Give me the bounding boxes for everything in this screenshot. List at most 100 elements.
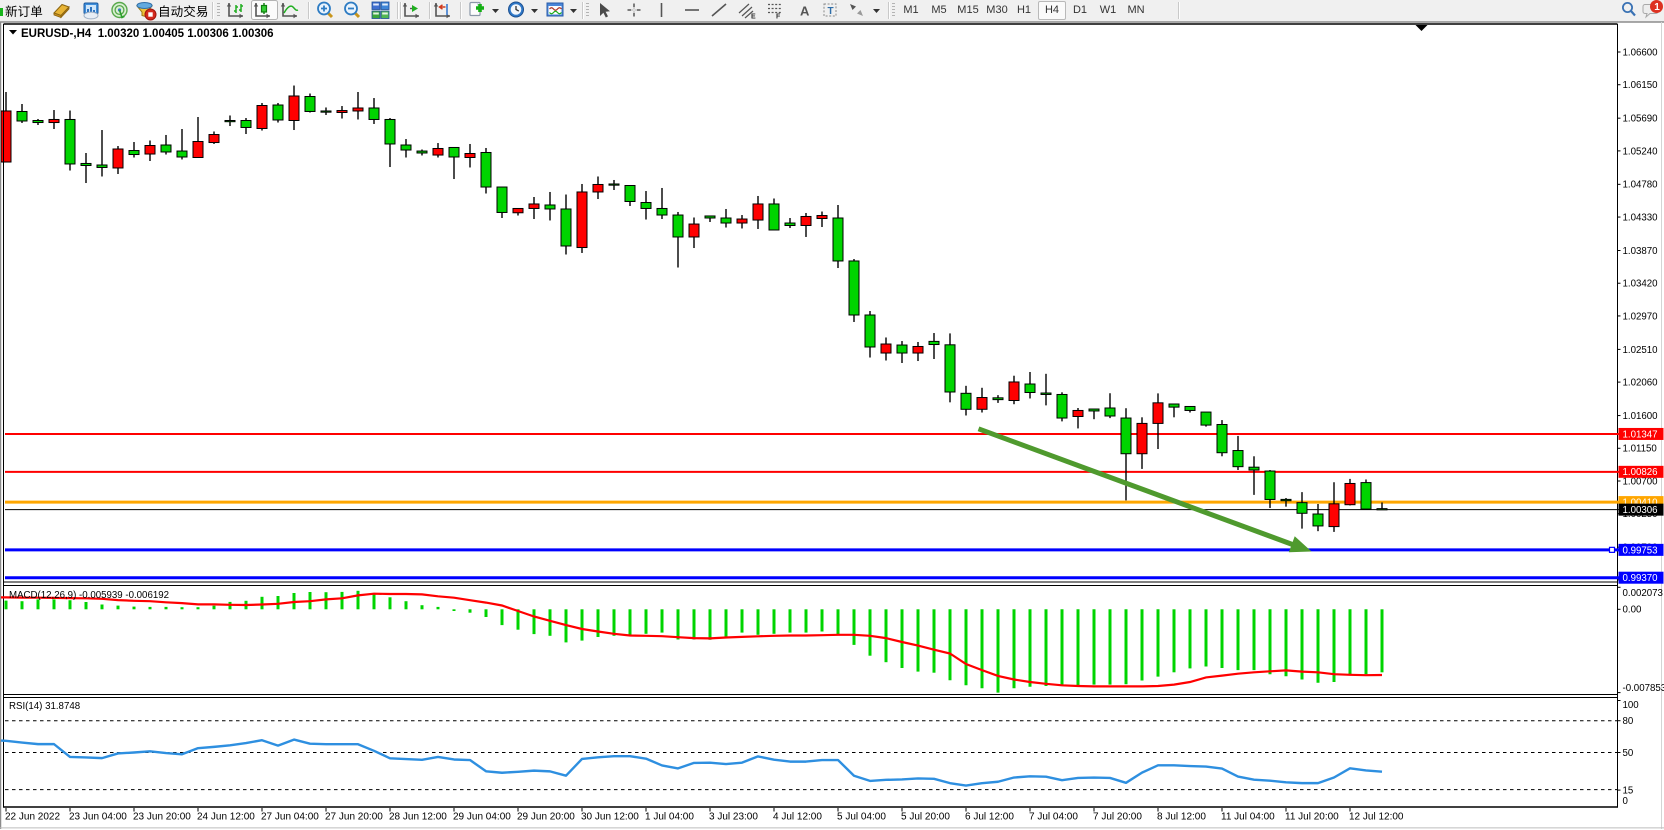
candle[interactable]: [832, 204, 844, 269]
candle-part[interactable]: [944, 344, 956, 393]
candle-part[interactable]: [864, 314, 876, 348]
signals-icon-part[interactable]: [114, 4, 125, 16]
timeframe-H1[interactable]: H1: [1016, 4, 1032, 16]
candlestick-chart-button-part[interactable]: [260, 4, 268, 13]
candle-part[interactable]: [336, 110, 348, 113]
arrows-tool-button-part[interactable]: [850, 4, 856, 10]
candle-part[interactable]: [736, 218, 748, 224]
candle-part[interactable]: [1056, 393, 1068, 419]
candle-part[interactable]: [464, 153, 476, 159]
candle[interactable]: [256, 102, 268, 131]
zoom-in-button-part[interactable]: [321, 5, 327, 12]
signals-icon-part[interactable]: [118, 9, 125, 19]
candle[interactable]: [32, 118, 44, 126]
candle[interactable]: [112, 146, 124, 175]
candle-part[interactable]: [80, 162, 92, 167]
arrows-dropdown[interactable]: [873, 9, 880, 13]
candle-part[interactable]: [1, 110, 12, 163]
chart-shift-marker[interactable]: [1415, 25, 1428, 31]
candle[interactable]: [1056, 392, 1068, 422]
candle[interactable]: [816, 211, 828, 228]
tile-windows-button-part[interactable]: [380, 10, 390, 19]
crosshair-tool-button-part[interactable]: [631, 7, 637, 13]
candlestick-chart-button[interactable]: [251, 0, 278, 20]
candle-part[interactable]: [192, 141, 204, 159]
candle[interactable]: [656, 187, 668, 220]
notifications-icon[interactable]: 1: [1642, 0, 1663, 19]
trendline-tool-button[interactable]: [711, 3, 727, 17]
candle-part[interactable]: [32, 119, 44, 124]
candle-part[interactable]: [1072, 409, 1084, 418]
candle[interactable]: [608, 179, 620, 191]
candle-part[interactable]: [480, 151, 492, 188]
candle-part[interactable]: [352, 107, 364, 112]
candle-part[interactable]: [544, 204, 556, 210]
auto-scroll-button-part[interactable]: [435, 3, 450, 17]
candle[interactable]: [624, 184, 636, 207]
candle[interactable]: [1280, 498, 1292, 507]
candle-part[interactable]: [992, 397, 1004, 401]
signals-icon[interactable]: [111, 1, 128, 19]
candle-part[interactable]: [1232, 450, 1244, 468]
candle[interactable]: [1184, 405, 1196, 413]
candle[interactable]: [1024, 372, 1036, 399]
tile-windows-button-part[interactable]: [380, 1, 390, 10]
arrows-tool-button-part[interactable]: [857, 10, 863, 16]
search-icon[interactable]: [1622, 2, 1636, 17]
candle-part[interactable]: [16, 110, 28, 122]
candle[interactable]: [48, 110, 60, 130]
candle-part[interactable]: [1280, 498, 1292, 502]
candle[interactable]: [1328, 482, 1340, 532]
candle[interactable]: [1, 91, 12, 163]
candle[interactable]: [736, 215, 748, 229]
candle[interactable]: [800, 212, 812, 237]
candle-part[interactable]: [160, 144, 172, 153]
candle-part[interactable]: [1344, 482, 1356, 506]
candle-part[interactable]: [1024, 383, 1036, 394]
line-chart-button-part[interactable]: [280, 3, 297, 19]
candle[interactable]: [1008, 375, 1020, 405]
candle-part[interactable]: [752, 203, 764, 221]
candle[interactable]: [1136, 417, 1148, 469]
trend-arrow-part[interactable]: [977, 426, 1302, 550]
candle[interactable]: [1296, 492, 1308, 529]
timeframe-W1[interactable]: W1: [1099, 4, 1117, 16]
new-order-icon[interactable]: [0, 8, 3, 16]
candle-part[interactable]: [256, 105, 268, 129]
candle-part[interactable]: [384, 118, 396, 145]
candle[interactable]: [592, 176, 604, 200]
candle-part[interactable]: [496, 186, 508, 213]
candle[interactable]: [960, 385, 972, 416]
candle-part[interactable]: [624, 184, 636, 202]
candle[interactable]: [1344, 478, 1356, 506]
timeframe-M1[interactable]: M1: [903, 4, 919, 16]
auto-scroll-button[interactable]: [433, 3, 450, 19]
terminal-icon-part[interactable]: [83, 11, 99, 20]
candle-part[interactable]: [960, 392, 972, 410]
toolbar-grip[interactable]: [217, 3, 220, 18]
candle[interactable]: [992, 395, 1004, 403]
candle[interactable]: [384, 118, 396, 168]
templates-button-part[interactable]: [549, 10, 562, 15]
candle-part[interactable]: [288, 95, 300, 121]
search-icon-part[interactable]: [1630, 10, 1636, 17]
bar-chart-button-part[interactable]: [226, 3, 243, 19]
candle-part[interactable]: [224, 119, 236, 123]
tile-windows-button-part[interactable]: [373, 12, 379, 15]
candle[interactable]: [1152, 393, 1164, 450]
candle-part[interactable]: [880, 343, 892, 354]
candle-part[interactable]: [672, 214, 684, 238]
tile-windows-button-part[interactable]: [382, 12, 388, 15]
candle[interactable]: [144, 140, 156, 161]
arrows-tool-button[interactable]: [850, 4, 863, 16]
candle-part[interactable]: [720, 217, 732, 224]
tile-windows-button-part[interactable]: [371, 1, 381, 10]
fibonacci-tool-button-part[interactable]: F: [776, 14, 781, 21]
candle-part[interactable]: [176, 150, 188, 158]
bar-chart-button[interactable]: [226, 3, 243, 19]
candle[interactable]: [1216, 420, 1228, 457]
candle-part[interactable]: [1088, 408, 1100, 412]
timeframe-M15[interactable]: M15: [957, 4, 979, 16]
candle[interactable]: [864, 310, 876, 358]
